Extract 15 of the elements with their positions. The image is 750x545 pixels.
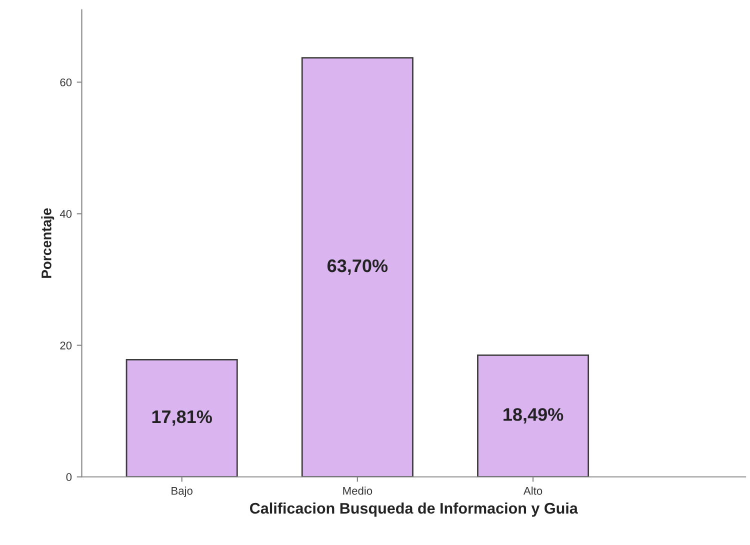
bar [301, 57, 414, 477]
data-label: 63,70% [327, 259, 388, 275]
x-tick-label: Alto [523, 486, 542, 495]
data-label: 17,81% [152, 410, 212, 426]
y-tick-label: 60 [60, 78, 72, 86]
y-tick-label: 0 [66, 473, 72, 482]
y-tick-label: 40 [60, 210, 72, 218]
x-tick-label: Bajo [172, 486, 192, 497]
bar [126, 359, 238, 477]
y-axis-title: Porcentaje [41, 208, 54, 278]
data-label: 18,49% [504, 408, 564, 424]
bar [477, 354, 590, 477]
y-tick-label: 20 [60, 342, 72, 350]
x-axis-title: Calificacion Busqueda de Informacion y Guia [250, 502, 578, 517]
x-tick-label: Medio [343, 486, 372, 495]
